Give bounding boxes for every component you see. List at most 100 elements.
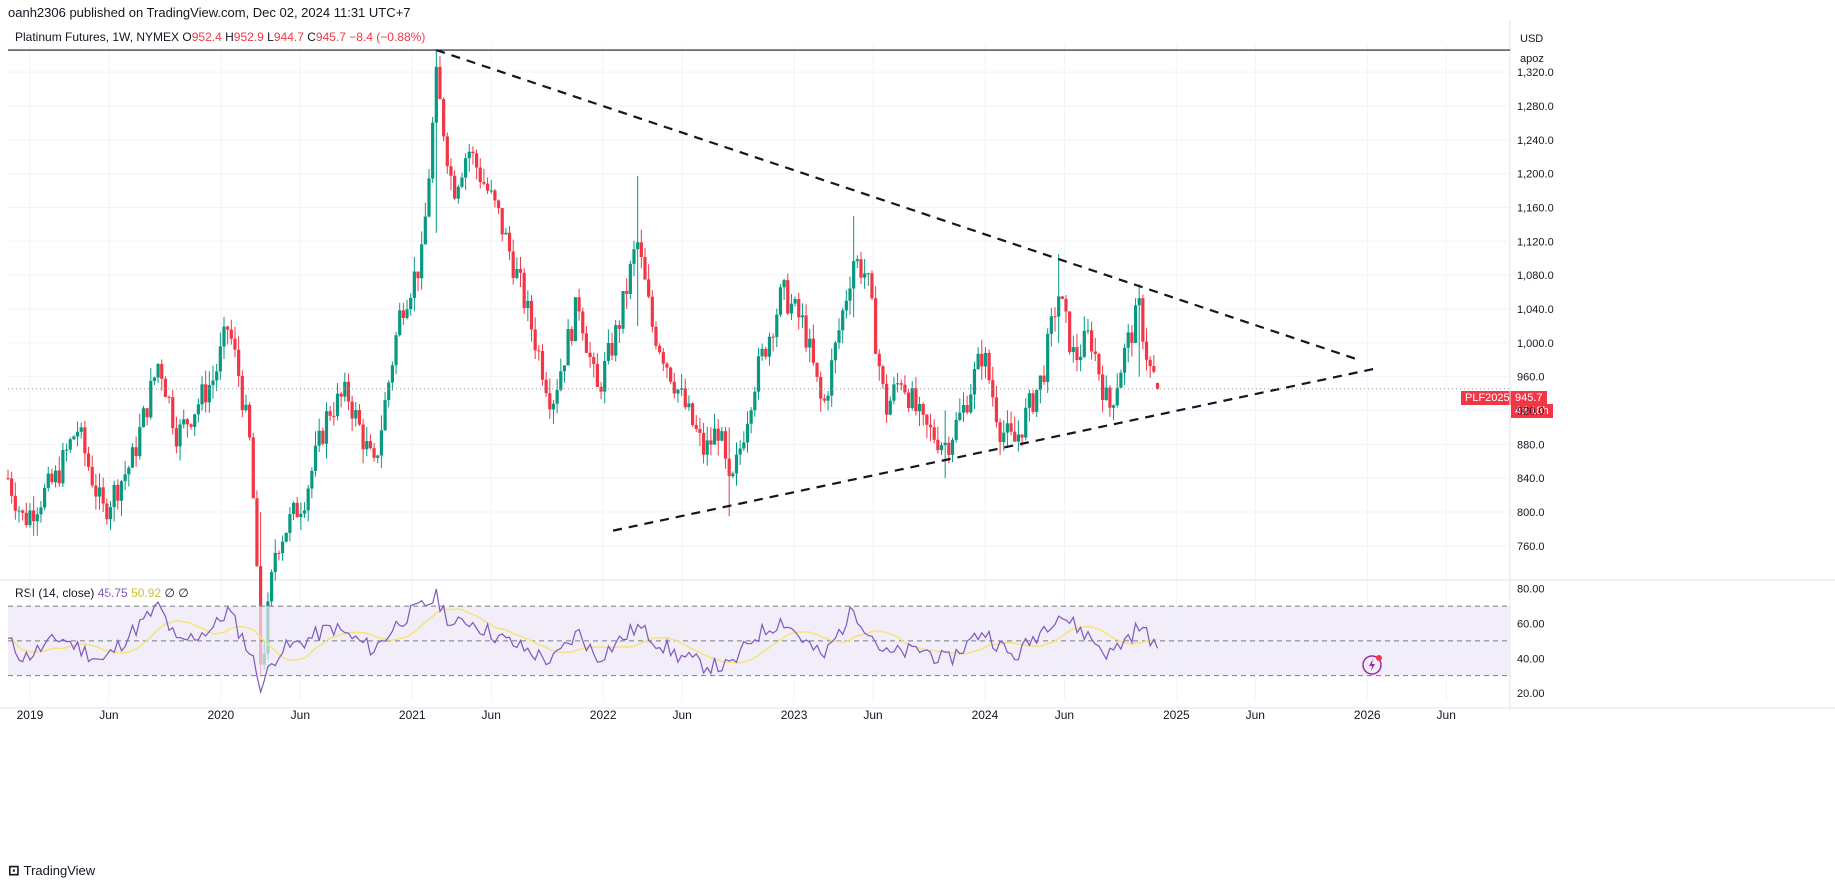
- candle: [559, 358, 563, 392]
- candle-body: [559, 371, 563, 391]
- candle: [998, 418, 1002, 456]
- candle: [240, 370, 244, 418]
- candle-body: [193, 414, 197, 427]
- candle-body: [910, 387, 914, 408]
- candle-body: [13, 495, 17, 511]
- candle-body: [980, 353, 984, 367]
- candle-body: [833, 342, 837, 361]
- candle: [628, 260, 632, 300]
- candle-body: [636, 242, 640, 250]
- candle: [548, 378, 552, 419]
- candle: [423, 202, 427, 245]
- candle: [24, 502, 28, 528]
- candle: [866, 272, 870, 287]
- candle-body: [811, 338, 815, 363]
- time-tick-label: 2023: [781, 708, 808, 722]
- price-tick-label: 1,080.0: [1517, 270, 1554, 282]
- candle-body: [1100, 374, 1105, 400]
- trendlines: [8, 49, 1510, 532]
- candle-body: [676, 389, 680, 394]
- price-tick-label: 1,320.0: [1517, 67, 1554, 79]
- candle: [306, 484, 310, 522]
- candle: [793, 296, 797, 307]
- candle: [786, 273, 790, 316]
- candle-body: [398, 310, 402, 336]
- candle-body: [723, 431, 728, 459]
- candle: [1049, 308, 1053, 347]
- candle-body: [522, 272, 526, 309]
- unit-label[interactable]: apoz: [1520, 53, 1544, 65]
- time-tick-label: 2024: [972, 708, 999, 722]
- candle: [679, 373, 684, 396]
- candle-body: [961, 405, 966, 413]
- candle-body: [313, 445, 318, 471]
- candle-body: [738, 448, 742, 455]
- candle-body: [507, 232, 512, 252]
- candle-body: [592, 357, 596, 364]
- candle-body: [643, 256, 647, 280]
- candle-body: [105, 503, 109, 520]
- price-tick-label: 1,240.0: [1517, 135, 1554, 147]
- price-tag-symbol: PLF2025: [1461, 391, 1514, 405]
- time-tick-label: Jun: [672, 708, 691, 722]
- candle: [1053, 307, 1057, 332]
- candle: [50, 468, 54, 485]
- candle: [885, 374, 889, 423]
- candle: [690, 402, 695, 427]
- candle: [987, 349, 991, 384]
- candle: [555, 379, 559, 414]
- candle: [822, 394, 826, 404]
- candle-body: [61, 449, 65, 484]
- candle-body: [284, 532, 288, 542]
- candle: [138, 413, 142, 460]
- candle: [848, 276, 852, 315]
- brand-label: TradingView: [23, 863, 96, 878]
- candle-body: [958, 412, 962, 420]
- candle-body: [742, 442, 746, 449]
- candle-body: [145, 408, 149, 418]
- candle-body: [368, 441, 373, 449]
- candle: [705, 426, 709, 466]
- candle: [376, 454, 380, 464]
- candle: [537, 345, 541, 361]
- rsi-title[interactable]: RSI (14, close): [15, 586, 95, 600]
- time-tick-label: Jun: [291, 708, 310, 722]
- candle-body: [280, 541, 285, 554]
- candle-body: [1137, 298, 1141, 306]
- candle: [1090, 321, 1094, 360]
- rsi-ma-line: [7, 608, 1158, 664]
- candle-body: [350, 401, 354, 419]
- candle-body: [1155, 383, 1160, 389]
- candle: [291, 501, 296, 521]
- candle-body: [690, 403, 695, 426]
- candle: [127, 465, 131, 487]
- candle: [248, 402, 252, 441]
- candle: [383, 391, 387, 432]
- rsi-ma-value: 50.92: [131, 586, 162, 600]
- candle: [273, 539, 277, 581]
- candle-body: [1075, 347, 1079, 361]
- candle: [698, 418, 702, 447]
- symbol-label[interactable]: Platinum Futures, 1W, NYMEX: [15, 30, 180, 44]
- candle-body: [870, 273, 874, 299]
- candle: [1038, 375, 1042, 404]
- candle: [372, 442, 376, 462]
- candle: [800, 303, 805, 328]
- candle: [1016, 420, 1020, 452]
- candle: [431, 116, 435, 183]
- lightning-icon[interactable]: [1362, 655, 1382, 675]
- time-tick-label: Jun: [1437, 708, 1456, 722]
- candle-body: [548, 393, 552, 410]
- currency-label[interactable]: USD: [1520, 33, 1544, 45]
- candle-body: [152, 377, 157, 381]
- candle: [936, 426, 940, 454]
- candle: [570, 326, 574, 346]
- candle-body: [1097, 354, 1101, 375]
- tradingview-logo[interactable]: ⊡ TradingView: [8, 862, 95, 879]
- candle-body: [617, 325, 621, 329]
- candle-body: [328, 411, 332, 416]
- candle: [526, 290, 530, 322]
- candle: [17, 506, 21, 523]
- candle: [980, 339, 984, 380]
